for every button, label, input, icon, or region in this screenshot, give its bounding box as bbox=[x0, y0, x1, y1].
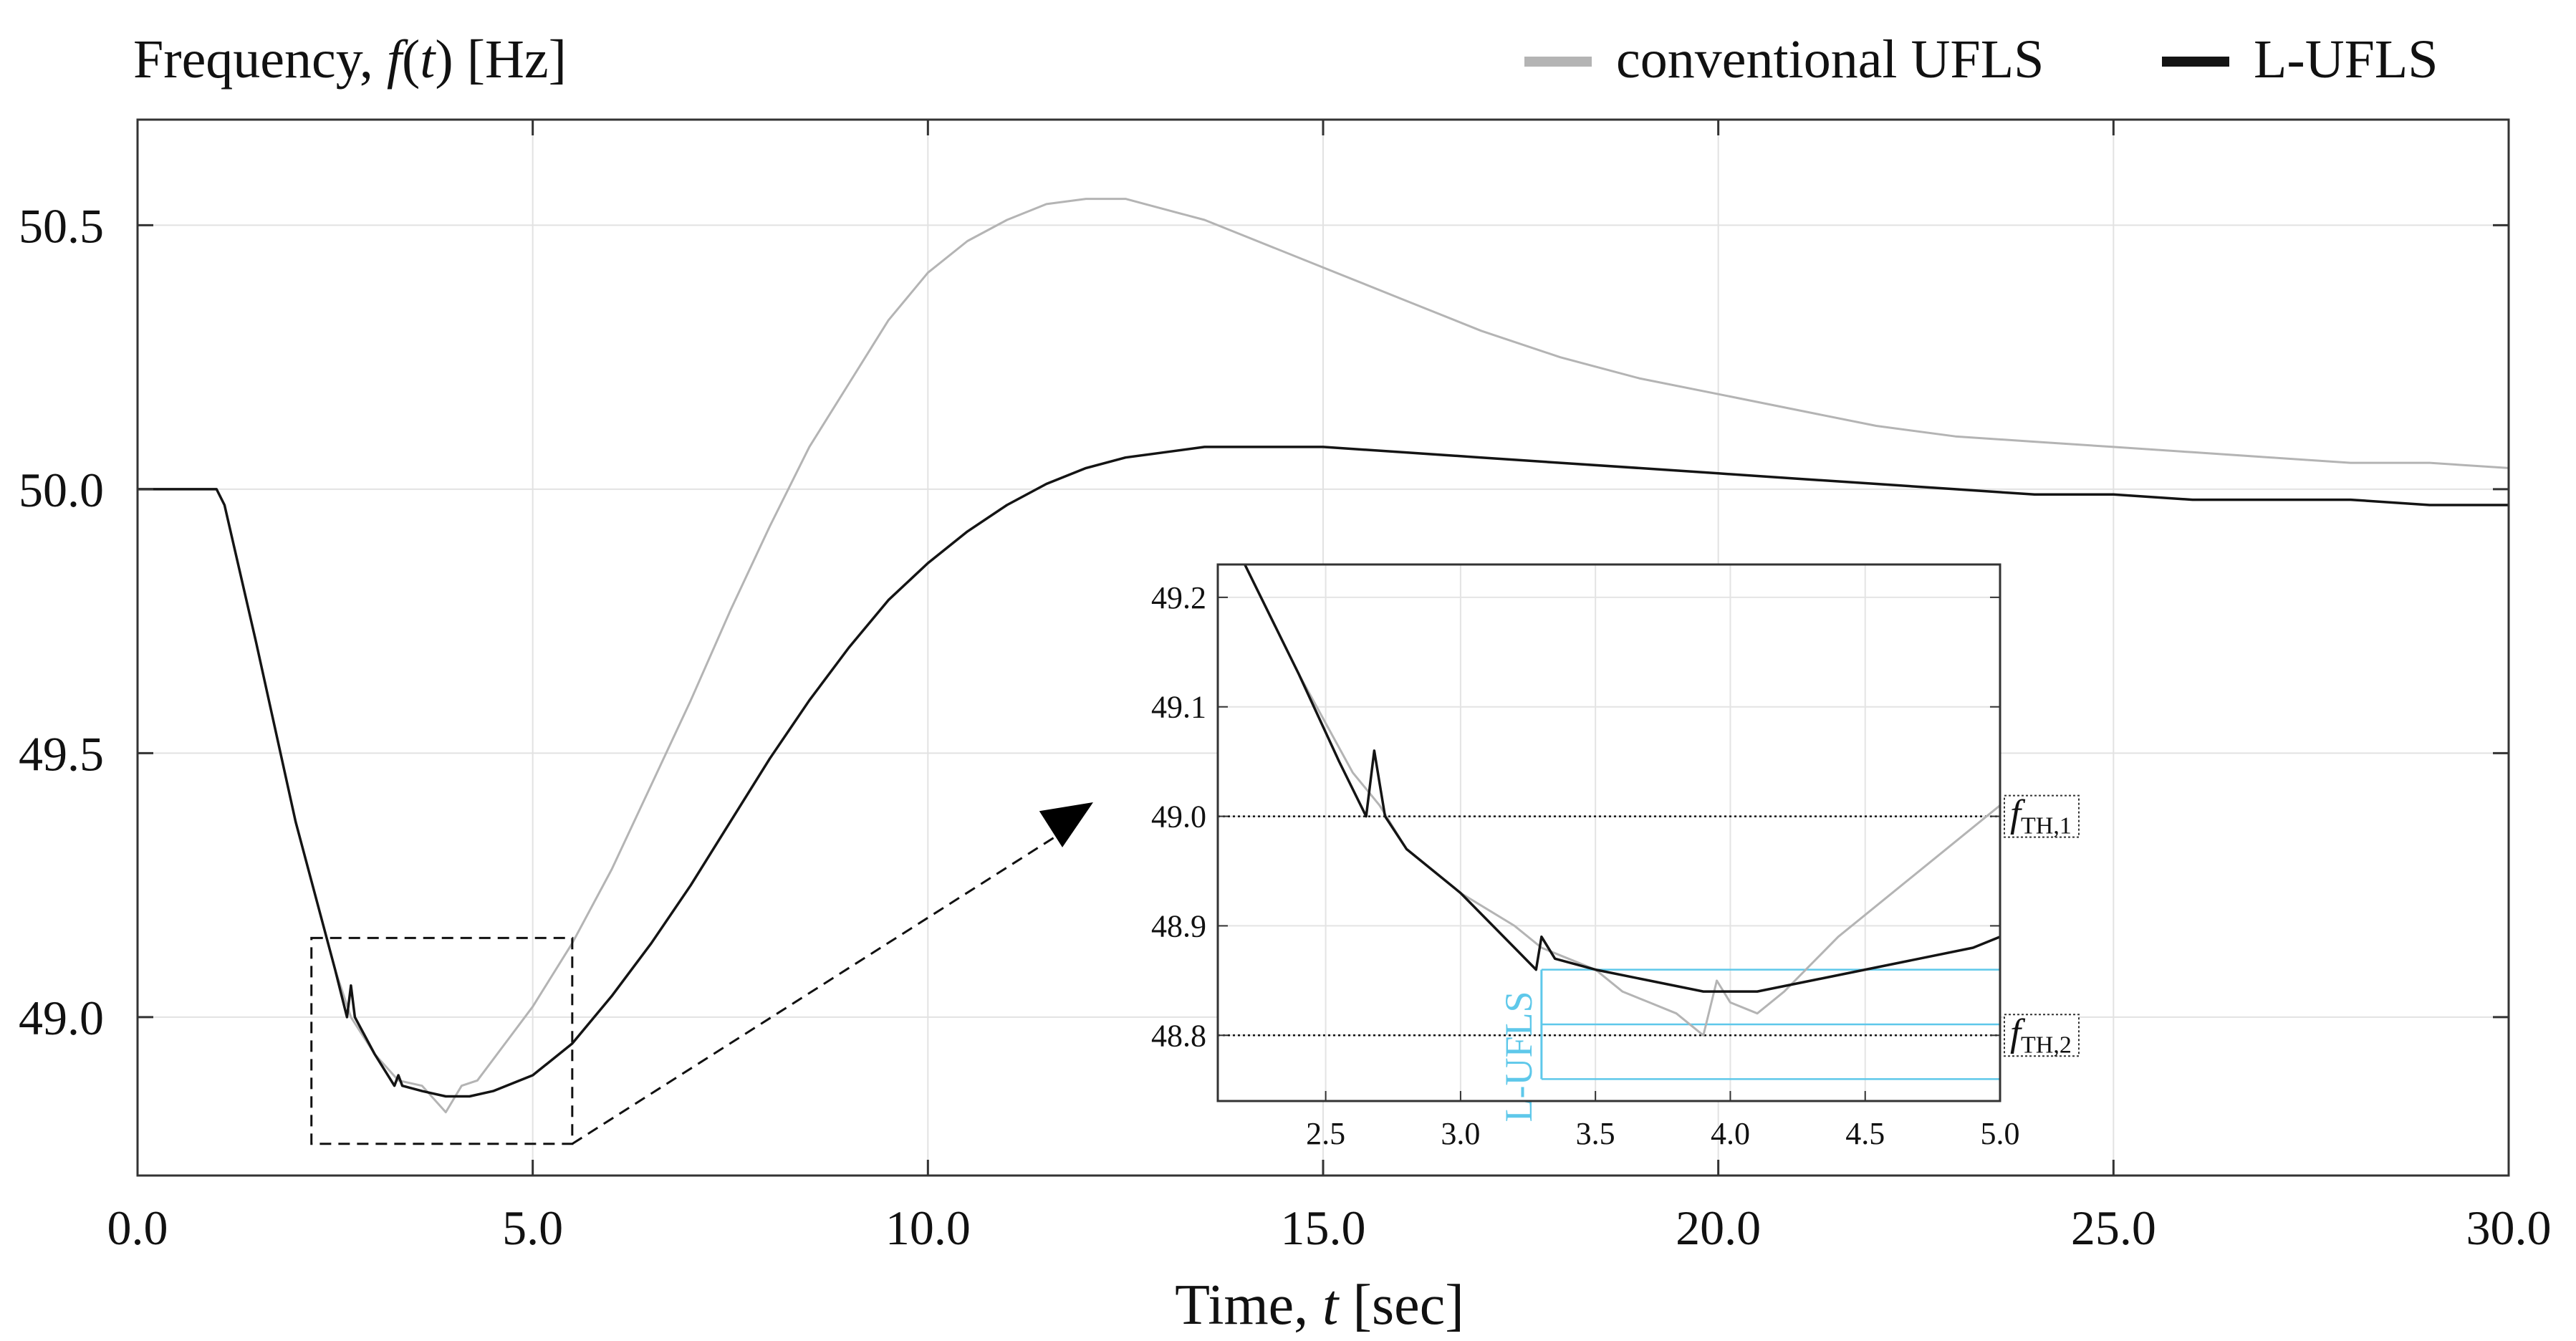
y-tick-label-50-0: 50.0 bbox=[19, 463, 104, 517]
main-tick-labels: 0.0 5.0 10.0 15.0 20.0 25.0 30.0 49.0 49.5 50.0 50… bbox=[19, 198, 2552, 1255]
inset-background bbox=[1218, 564, 2000, 1101]
x-tick-label-25-0: 25.0 bbox=[2071, 1201, 2156, 1255]
series-line-l-ufls bbox=[138, 446, 2509, 1098]
legend-label-conventional-ufls: conventional UFLS bbox=[1616, 29, 2044, 90]
inset-x-tick-label-3-5: 3.5 bbox=[1576, 1116, 1615, 1151]
legend-label-l-ufls: L-UFLS bbox=[2254, 29, 2438, 90]
x-tick-label-10-0: 10.0 bbox=[885, 1201, 971, 1255]
x-axis-label: Time, t [sec] bbox=[1175, 1274, 1464, 1337]
inset-series-line-l-ufls bbox=[1244, 564, 2001, 993]
inset-series bbox=[1244, 564, 2001, 1037]
inset-y-tick-label-49-2: 49.2 bbox=[1151, 580, 1206, 615]
x-tick-label-20-0: 20.0 bbox=[1676, 1201, 1761, 1255]
inset-x-tick-label-4-5: 4.5 bbox=[1845, 1116, 1885, 1151]
zoom-arrow bbox=[572, 833, 1059, 1145]
inset-thresholds bbox=[1218, 815, 2000, 1037]
inset-x-tick-label-3-0: 3.0 bbox=[1441, 1116, 1480, 1151]
main-ticks bbox=[136, 120, 2510, 1176]
zoom-region-box bbox=[310, 936, 574, 1145]
inset-x-tick-label-2-5: 2.5 bbox=[1306, 1116, 1345, 1151]
inset-tick-labels: 2.5 3.0 3.5 4.0 4.5 5.0 48.8 48.9 49.0 49.1 49.2 bbox=[1151, 580, 2020, 1151]
x-tick-label-30-0: 30.0 bbox=[2466, 1201, 2552, 1255]
inset-y-tick-label-49-0: 49.0 bbox=[1151, 799, 1206, 835]
x-tick-label-0-0: 0.0 bbox=[107, 1201, 168, 1255]
inset-plot-frame bbox=[1216, 563, 2001, 1102]
chart-title: Frequency, f(t) [Hz] bbox=[133, 29, 567, 90]
series-line-conventional-ufls bbox=[138, 198, 2509, 1114]
l-ufls-label: L-UFLS bbox=[1497, 991, 1540, 1122]
arrow-head-icon bbox=[1039, 802, 1093, 847]
inset-x-tick-label-5-0: 5.0 bbox=[1981, 1116, 2020, 1151]
threshold-label-th-1: fTH,1 bbox=[2010, 792, 2072, 840]
threshold-label-box-th-2 bbox=[2004, 1014, 2080, 1057]
y-tick-label-49-5: 49.5 bbox=[19, 726, 104, 781]
inset-y-tick-label-49-1: 49.1 bbox=[1151, 690, 1206, 725]
threshold-label-box-th-1 bbox=[2004, 794, 2080, 838]
inset-y-tick-label-48-8: 48.8 bbox=[1151, 1018, 1206, 1053]
y-tick-label-49-0: 49.0 bbox=[19, 991, 104, 1045]
y-tick-label-50-5: 50.5 bbox=[19, 198, 104, 253]
inset-x-tick-label-4-0: 4.0 bbox=[1711, 1116, 1750, 1151]
main-series bbox=[138, 198, 2509, 1114]
x-tick-label-5-0: 5.0 bbox=[502, 1201, 563, 1255]
x-tick-label-15-0: 15.0 bbox=[1281, 1201, 1366, 1255]
inset-y-tick-label-48-9: 48.9 bbox=[1151, 908, 1206, 943]
inset-ticks bbox=[1218, 596, 2001, 1101]
legend: conventional UFLS L-UFLS bbox=[1524, 29, 2438, 90]
